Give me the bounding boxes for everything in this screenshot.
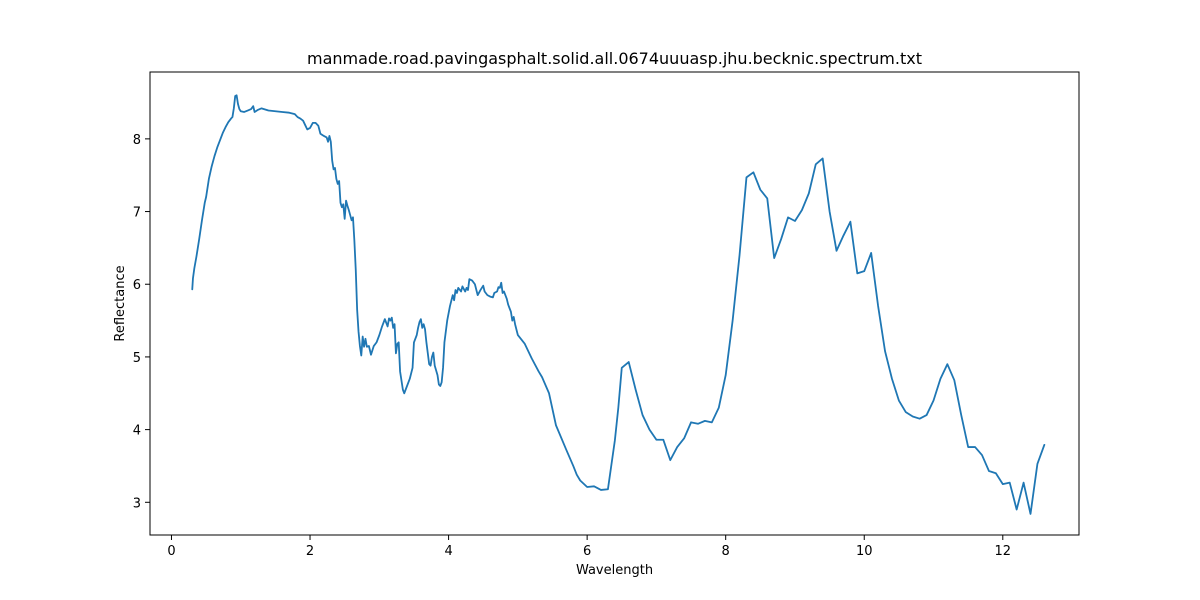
y-axis-ticks: 3 4 5 6 7 8 bbox=[133, 133, 150, 511]
x-tick-label: 6 bbox=[583, 544, 591, 559]
x-tick-label: 0 bbox=[167, 544, 175, 559]
y-tick-label: 5 bbox=[133, 351, 141, 366]
y-tick-label: 4 bbox=[133, 424, 141, 439]
x-tick-label: 12 bbox=[995, 544, 1012, 559]
y-axis-label: Reflectance bbox=[113, 265, 128, 341]
plot-frame bbox=[149, 71, 1080, 536]
x-tick-label: 8 bbox=[722, 544, 730, 559]
chart-title: manmade.road.pavingasphalt.solid.all.067… bbox=[307, 49, 922, 68]
y-tick-label: 8 bbox=[133, 133, 141, 148]
x-axis-ticks: 0 2 4 6 8 10 12 bbox=[167, 535, 1011, 559]
y-tick-label: 3 bbox=[133, 496, 141, 511]
y-tick-label: 6 bbox=[133, 278, 141, 293]
x-tick-label: 4 bbox=[444, 544, 452, 559]
x-tick-label: 2 bbox=[306, 544, 314, 559]
spectrum-series-line bbox=[191, 94, 1046, 515]
x-tick-label: 10 bbox=[856, 544, 873, 559]
y-tick-label: 7 bbox=[133, 206, 141, 221]
x-axis-label: Wavelength bbox=[576, 563, 653, 578]
plot-area bbox=[191, 94, 1046, 515]
